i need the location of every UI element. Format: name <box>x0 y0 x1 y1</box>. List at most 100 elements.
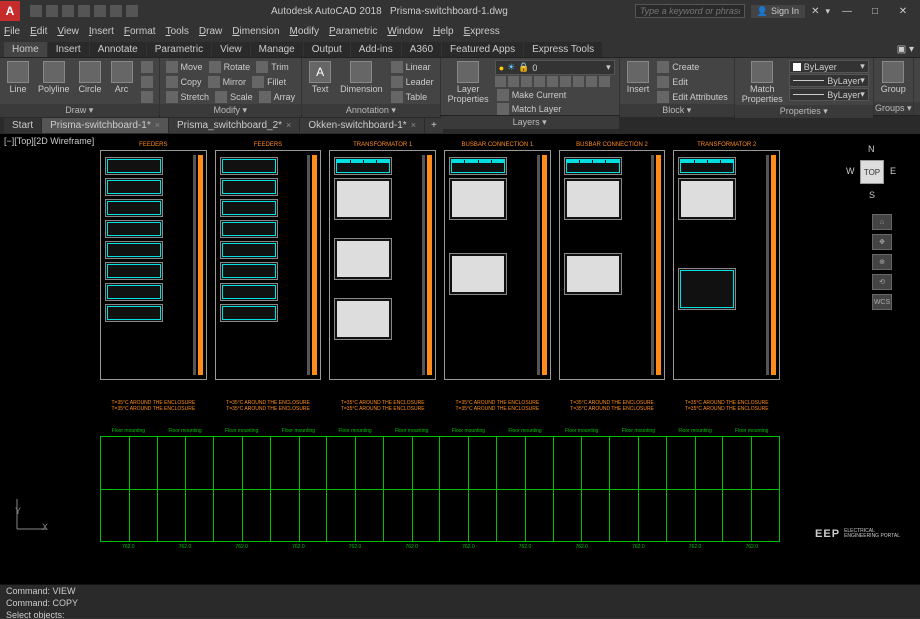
rotate-button[interactable]: Rotate <box>207 60 253 74</box>
stretch-button[interactable]: Stretch <box>164 90 212 104</box>
nav-✥-icon[interactable]: ✥ <box>872 234 892 250</box>
scale-button[interactable]: Scale <box>213 90 255 104</box>
line-button[interactable]: Line <box>4 60 32 95</box>
insert-button[interactable]: Insert <box>624 60 653 95</box>
menu-parametric[interactable]: Parametric <box>329 26 377 37</box>
layer-tool-icon[interactable] <box>547 76 558 87</box>
ribbon-tab-view[interactable]: View <box>212 42 250 57</box>
view-cube[interactable]: N S E W TOP <box>844 144 900 200</box>
panel-label-annotation[interactable]: Annotation ▾ <box>302 104 440 117</box>
layer-tool-icon[interactable] <box>599 76 610 87</box>
ribbon-tab-insert[interactable]: Insert <box>48 42 89 57</box>
qat-saveas-icon[interactable] <box>78 5 90 17</box>
menu-format[interactable]: Format <box>124 26 156 37</box>
ribbon-tab-manage[interactable]: Manage <box>251 42 303 57</box>
polyline-button[interactable]: Polyline <box>35 60 73 95</box>
qat-new-icon[interactable] <box>30 5 42 17</box>
make-current-button[interactable]: Make Current <box>495 88 615 102</box>
move-button[interactable]: Move <box>164 60 205 74</box>
draw-extra[interactable] <box>139 60 155 74</box>
drawing-canvas[interactable]: [−][Top][2D Wireframe] N S E W TOP ⌂ ✥ ⊕ ⟲ W… <box>0 134 920 584</box>
panel-label-draw[interactable]: Draw ▾ <box>0 104 159 117</box>
ribbon-expand-icon[interactable]: ▣ ▾ <box>891 42 920 57</box>
viewcube-east[interactable]: E <box>890 166 896 176</box>
start-tab[interactable]: Start <box>4 118 41 133</box>
help-search-input[interactable] <box>635 4 745 18</box>
text-button[interactable]: AText <box>306 60 334 95</box>
menu-window[interactable]: Window <box>387 26 423 37</box>
menu-help[interactable]: Help <box>433 26 454 37</box>
viewcube-south[interactable]: S <box>869 190 875 200</box>
sign-in-button[interactable]: 👤 Sign In <box>751 5 805 18</box>
layer-tool-icon[interactable] <box>586 76 597 87</box>
panel-label-block[interactable]: Block ▾ <box>620 104 734 117</box>
qat-save-icon[interactable] <box>62 5 74 17</box>
create-button[interactable]: Create <box>655 60 730 74</box>
ribbon-tab-a360[interactable]: A360 <box>402 42 441 57</box>
layer-tool-icon[interactable] <box>508 76 519 87</box>
layer-combo[interactable]: ● ☀ 🔒 0▾ <box>495 60 615 75</box>
nav-⟲-icon[interactable]: ⟲ <box>872 274 892 290</box>
group-button[interactable]: Group <box>878 60 909 95</box>
file-tab[interactable]: Okken-switchboard-1* × <box>300 118 424 133</box>
close-button[interactable]: ✕ <box>892 3 914 19</box>
layer-properties-button[interactable]: Layer Properties <box>445 60 492 105</box>
viewcube-top[interactable]: TOP <box>860 160 884 184</box>
file-tab[interactable]: Prisma-switchboard-1* × <box>42 118 168 133</box>
ribbon-tab-output[interactable]: Output <box>304 42 350 57</box>
circle-button[interactable]: Circle <box>76 60 105 95</box>
layer-tool-icon[interactable] <box>521 76 532 87</box>
draw-extra[interactable] <box>139 90 155 104</box>
arc-button[interactable]: Arc <box>108 60 136 95</box>
linetype-combo[interactable]: ByLayer▾ <box>789 88 869 101</box>
close-tab-icon[interactable]: × <box>286 120 291 130</box>
app-logo[interactable]: A <box>0 1 20 21</box>
nav-⊕-icon[interactable]: ⊕ <box>872 254 892 270</box>
trim-button[interactable]: Trim <box>254 60 291 74</box>
ribbon-tab-express-tools[interactable]: Express Tools <box>524 42 602 57</box>
edit-button[interactable]: Edit <box>655 75 730 89</box>
qat-redo-icon[interactable] <box>126 5 138 17</box>
qat-open-icon[interactable] <box>46 5 58 17</box>
exchange-icon[interactable]: ✕ <box>811 6 819 17</box>
minimize-button[interactable]: — <box>836 3 858 19</box>
ribbon-tab-annotate[interactable]: Annotate <box>90 42 146 57</box>
help-icon[interactable]: ▾ <box>825 6 830 17</box>
match-properties-button[interactable]: Match Properties <box>739 60 786 105</box>
viewcube-north[interactable]: N <box>868 144 875 154</box>
menu-modify[interactable]: Modify <box>290 26 319 37</box>
new-tab-button[interactable]: + <box>425 118 443 133</box>
viewcube-west[interactable]: W <box>846 166 855 176</box>
menu-view[interactable]: View <box>57 26 79 37</box>
file-tab[interactable]: Prisma_switchboard_2* × <box>169 118 299 133</box>
layer-tool-icon[interactable] <box>560 76 571 87</box>
ribbon-tab-add-ins[interactable]: Add-ins <box>351 42 401 57</box>
draw-extra[interactable] <box>139 75 155 89</box>
panel-label-modify[interactable]: Modify ▾ <box>160 104 302 117</box>
nav-⌂-icon[interactable]: ⌂ <box>872 214 892 230</box>
qat-plot-icon[interactable] <box>94 5 106 17</box>
close-tab-icon[interactable]: × <box>411 120 416 130</box>
leader-button[interactable]: Leader <box>389 75 436 89</box>
color-combo[interactable]: ByLayer▾ <box>789 60 869 73</box>
panel-label-layers[interactable]: Layers ▾ <box>441 116 619 129</box>
maximize-button[interactable]: □ <box>864 3 886 19</box>
layer-tool-icon[interactable] <box>534 76 545 87</box>
menu-express[interactable]: Express <box>464 26 500 37</box>
ribbon-tab-home[interactable]: Home <box>4 42 47 57</box>
mirror-button[interactable]: Mirror <box>206 75 249 89</box>
layer-tool-icon[interactable] <box>573 76 584 87</box>
copy-button[interactable]: Copy <box>164 75 204 89</box>
viewport-label[interactable]: [−][Top][2D Wireframe] <box>4 136 94 146</box>
qat-undo-icon[interactable] <box>110 5 122 17</box>
edit-attributes-button[interactable]: Edit Attributes <box>655 90 730 104</box>
ribbon-tab-parametric[interactable]: Parametric <box>147 42 211 57</box>
menu-tools[interactable]: Tools <box>166 26 189 37</box>
table-button[interactable]: Table <box>389 90 436 104</box>
menu-edit[interactable]: Edit <box>30 26 47 37</box>
ribbon-tab-featured-apps[interactable]: Featured Apps <box>442 42 523 57</box>
menu-dimension[interactable]: Dimension <box>232 26 279 37</box>
array-button[interactable]: Array <box>257 90 298 104</box>
fillet-button[interactable]: Fillet <box>250 75 288 89</box>
nav-wcs-icon[interactable]: WCS <box>872 294 892 310</box>
